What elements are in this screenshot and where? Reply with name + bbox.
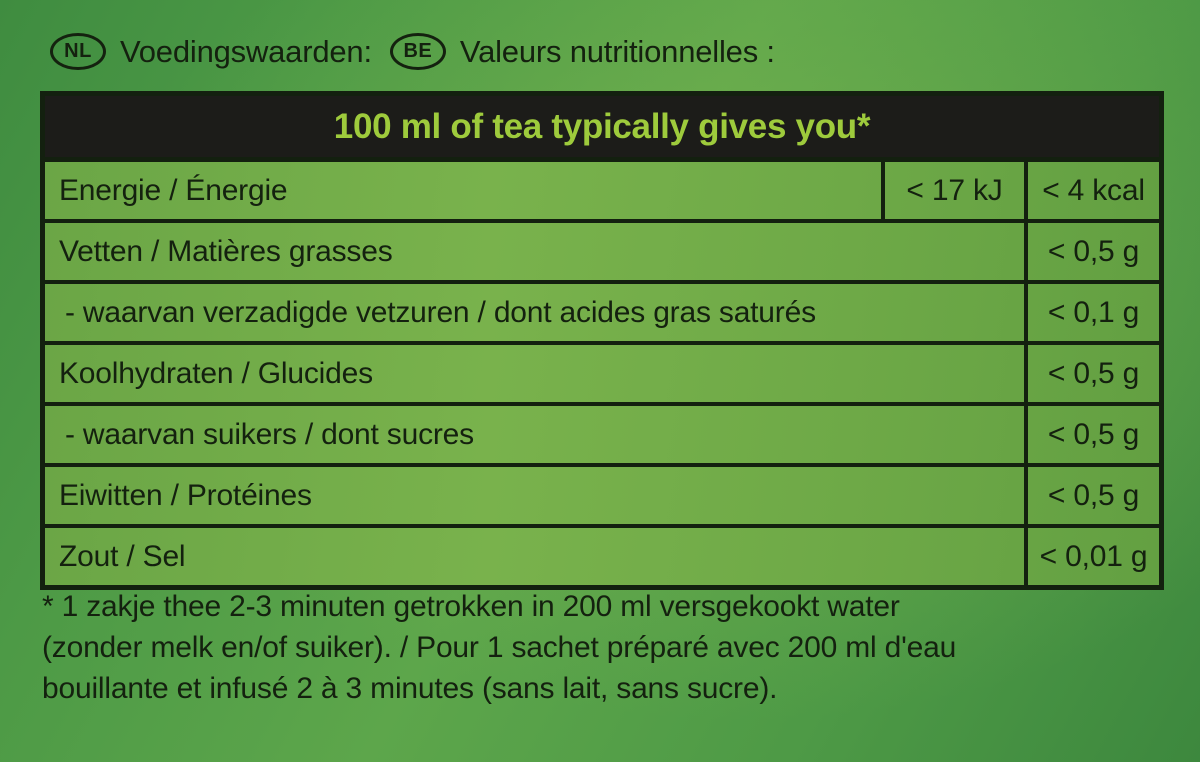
footnote-line-1: * 1 zakje thee 2-3 minuten getrokken in … [42, 590, 900, 623]
header-label-nl: Voedingswaarden: [120, 33, 372, 69]
row-spacer [885, 406, 1024, 463]
row-label: Eiwitten / Protéines [59, 478, 312, 512]
row-value-kj: < 17 kJ [881, 162, 1024, 219]
table-row: Vetten / Matières grasses < 0,5 g [45, 223, 1159, 284]
row-spacer [885, 528, 1024, 585]
table-row: - waarvan suikers / dont sucres < 0,5 g [45, 406, 1159, 467]
table-row: Zout / Sel < 0,01 g [45, 528, 1159, 585]
table-row: Energie / Énergie < 17 kJ < 4 kcal [45, 162, 1159, 223]
row-spacer [885, 223, 1024, 280]
header-label-be: Valeurs nutritionnelles : [459, 33, 775, 69]
row-value-kcal: < 4 kcal [1024, 162, 1159, 219]
row-spacer [885, 467, 1024, 524]
row-value: < 0,1 g [1024, 284, 1159, 341]
table-banner-text: 100 ml of tea typically gives you* [333, 107, 871, 146]
row-label: - waarvan suikers / dont sucres [65, 417, 474, 451]
row-label: Vetten / Matières grasses [59, 234, 393, 268]
row-label: Energie / Énergie [59, 173, 288, 207]
nutrition-table: 100 ml of tea typically gives you* Energ… [40, 91, 1164, 590]
country-badge-nl: NL [50, 32, 106, 70]
row-spacer [885, 284, 1024, 341]
row-value: < 0,5 g [1024, 223, 1159, 280]
footnote-line-2: (zonder melk en/of suiker). / Pour 1 sac… [42, 631, 957, 664]
table-row: Eiwitten / Protéines < 0,5 g [45, 467, 1159, 528]
table-row: Koolhydraten / Glucides < 0,5 g [45, 345, 1159, 406]
table-row: - waarvan verzadigde vetzuren / dont aci… [45, 284, 1159, 345]
row-value: < 0,5 g [1024, 345, 1159, 402]
country-badge-be: BE [389, 32, 446, 70]
row-spacer [885, 345, 1024, 402]
row-label: - waarvan verzadigde vetzuren / dont aci… [65, 295, 816, 329]
row-value: < 0,01 g [1024, 528, 1159, 585]
row-value: < 0,5 g [1024, 467, 1159, 524]
header: NL Voedingswaarden: BE Valeurs nutrition… [50, 28, 775, 74]
footnote-line-3: bouillante et infusé 2 à 3 minutes (sans… [42, 672, 778, 705]
row-value: < 0,5 g [1024, 406, 1159, 463]
row-label: Zout / Sel [59, 539, 186, 573]
footnote: * 1 zakje thee 2-3 minuten getrokken in … [42, 586, 1162, 709]
table-banner: 100 ml of tea typically gives you* [45, 96, 1159, 162]
row-label: Koolhydraten / Glucides [59, 356, 373, 390]
